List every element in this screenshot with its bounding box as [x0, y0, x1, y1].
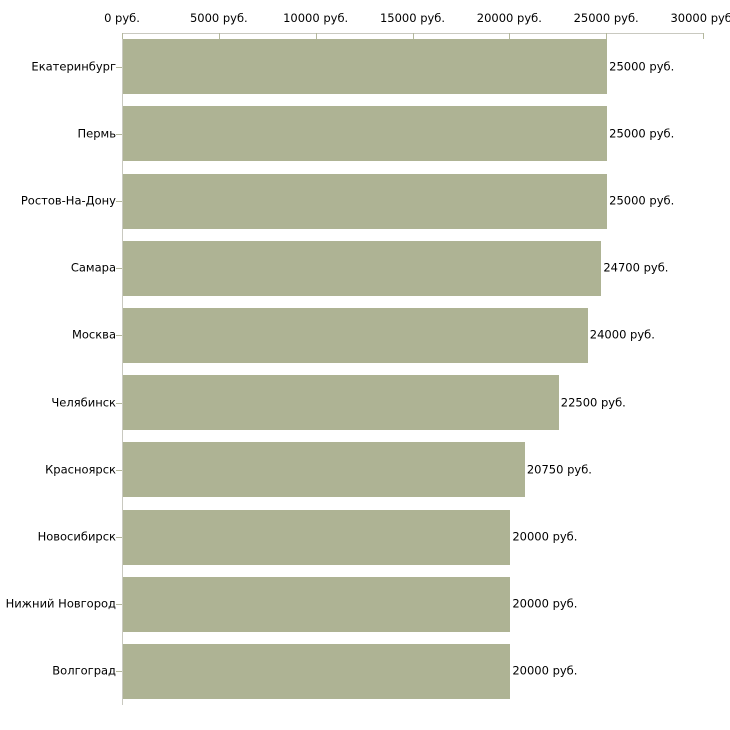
bar[interactable]: [123, 643, 511, 699]
y-axis-tick: [116, 201, 122, 202]
bar-value-label: 22500 руб.: [560, 395, 626, 410]
y-axis-category-label: Пермь: [77, 126, 116, 141]
bar[interactable]: [123, 240, 602, 296]
y-axis-tick: [116, 470, 122, 471]
y-axis-tick: [116, 335, 122, 336]
x-axis-tick-label: 30000 руб.: [670, 11, 730, 25]
x-axis-tick-label: 20000 руб.: [476, 11, 542, 25]
x-axis-tick-label: 25000 руб.: [573, 11, 639, 25]
bar-value-label: 20000 руб.: [512, 663, 578, 678]
x-axis-tick: [509, 33, 511, 39]
y-axis-tick: [116, 537, 122, 538]
bar-value-label: 25000 руб.: [609, 126, 675, 141]
bar[interactable]: [123, 173, 608, 229]
x-axis-tick: [412, 33, 414, 39]
y-axis-category-label: Красноярск: [45, 462, 116, 477]
bar[interactable]: [123, 442, 525, 498]
bar[interactable]: [123, 509, 511, 565]
y-axis-tick: [116, 134, 122, 135]
y-axis-category-label: Екатеринбург: [31, 59, 116, 74]
y-axis-tick: [116, 403, 122, 404]
y-axis-category-label: Новосибирск: [37, 529, 116, 544]
x-axis-tick: [218, 33, 220, 39]
y-axis-category-label: Самара: [70, 260, 116, 275]
bar[interactable]: [123, 576, 511, 632]
x-axis-tick-label: 0 руб.: [104, 11, 140, 25]
y-axis-tick: [116, 604, 122, 605]
bar[interactable]: [123, 375, 559, 431]
bar-value-label: 24700 руб.: [603, 260, 669, 275]
bar[interactable]: [123, 39, 608, 95]
y-axis-tick: [116, 671, 122, 672]
x-axis-tick: [315, 33, 317, 39]
x-axis-tick: [703, 33, 704, 39]
x-axis-tick-label: 10000 руб.: [283, 11, 349, 25]
y-axis-category-label: Нижний Новгород: [5, 596, 116, 611]
y-axis-category-label: Волгоград: [52, 663, 116, 678]
bar-value-label: 20750 руб.: [526, 462, 592, 477]
x-axis-tick: [606, 33, 608, 39]
bar-value-label: 20000 руб.: [512, 529, 578, 544]
bar[interactable]: [123, 307, 588, 363]
bar-value-label: 24000 руб.: [589, 327, 655, 342]
x-axis-tick-label: 15000 руб.: [379, 11, 446, 25]
bar-value-label: 20000 руб.: [512, 596, 578, 611]
bar[interactable]: [123, 106, 608, 162]
y-axis-category-label: Москва: [71, 327, 116, 342]
y-axis-category-label: Ростов-На-Дону: [20, 193, 116, 208]
y-axis-tick: [116, 67, 122, 68]
bar-value-label: 25000 руб.: [609, 59, 675, 74]
bar-value-label: 25000 руб.: [609, 193, 675, 208]
y-axis-line: [122, 33, 123, 705]
x-axis-tick: [122, 33, 123, 39]
y-axis-tick: [116, 268, 122, 269]
y-axis-category-label: Челябинск: [51, 395, 116, 410]
x-axis-tick-label: 5000 руб.: [189, 11, 248, 25]
